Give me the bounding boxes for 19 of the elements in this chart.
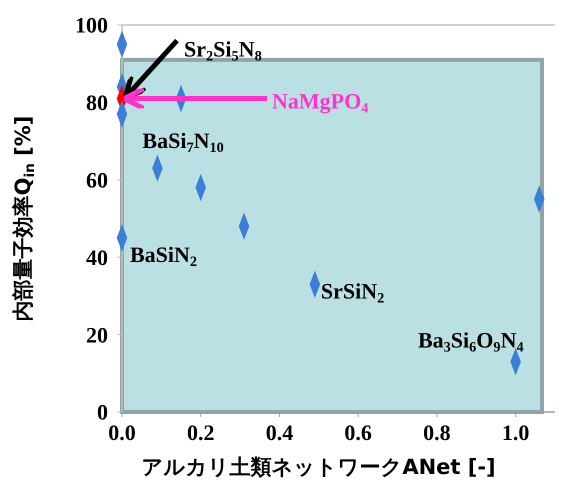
x-tick-label: 0.8 [423, 420, 451, 445]
x-tick-label: 0.6 [344, 420, 372, 445]
x-tick-label: 0.2 [186, 420, 214, 445]
y-tick-label: 100 [75, 12, 108, 38]
annotation: NaMgPO$_{4}$ [272, 88, 368, 116]
y-tick-label: 60 [86, 168, 108, 192]
annotation: SrSiN$_{2}$ [320, 278, 384, 306]
y-tick-label: 80 [86, 90, 108, 116]
annotation: BaSi$_{7}$N$_{10}$ [142, 128, 224, 156]
x-axis-title: アルカリ土類ネットワークANet [-] [141, 455, 496, 479]
x-tick-label: 1.0 [502, 420, 530, 445]
annotation: Sr$_{2}$Si$_{5}$N$_{8}$ [184, 36, 262, 64]
y-tick-label: 40 [86, 244, 108, 270]
annotation: BaSiN$_{2}$ [130, 242, 198, 270]
x-tick-label: 0.4 [266, 420, 294, 445]
annotation: Ba$_{3}$Si$_{6}$O$_{9}$N$_{4}$ [418, 328, 524, 356]
y-tick-label: 20 [86, 322, 108, 348]
x-tick-label: 0.0 [108, 420, 136, 445]
y-tick-label: 0 [97, 400, 108, 425]
